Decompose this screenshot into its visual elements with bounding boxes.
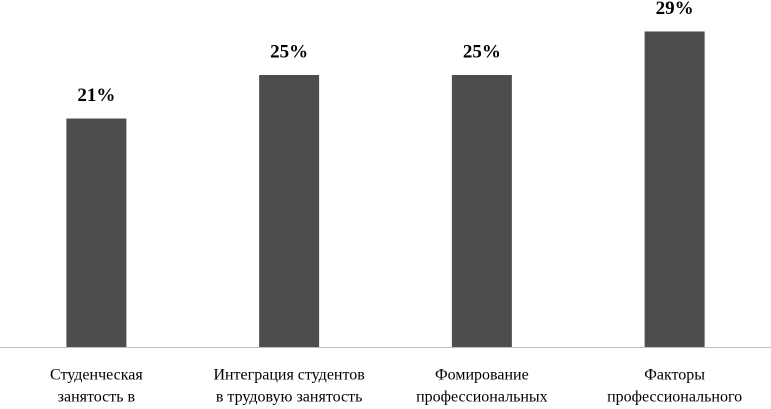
bar — [259, 75, 320, 347]
x-tick-label: Студенческая — [50, 367, 143, 384]
bar — [66, 118, 127, 348]
value-label: 29% — [656, 0, 694, 19]
value-label: 25% — [463, 41, 501, 62]
bar — [451, 75, 512, 347]
x-tick-label: в трудовую занятость — [216, 389, 363, 406]
x-tick-label: Фомирование — [435, 367, 529, 384]
x-tick-label: занятость в — [58, 389, 136, 406]
value-label: 21% — [77, 85, 115, 106]
bar — [644, 31, 705, 347]
x-tick-label: профессионального — [607, 389, 742, 406]
value-label: 25% — [270, 41, 308, 62]
x-tick-label: Факторы — [644, 367, 705, 384]
x-tick-label: профессиональных — [416, 389, 548, 406]
x-tick-label: Интеграция студентов — [213, 367, 365, 384]
